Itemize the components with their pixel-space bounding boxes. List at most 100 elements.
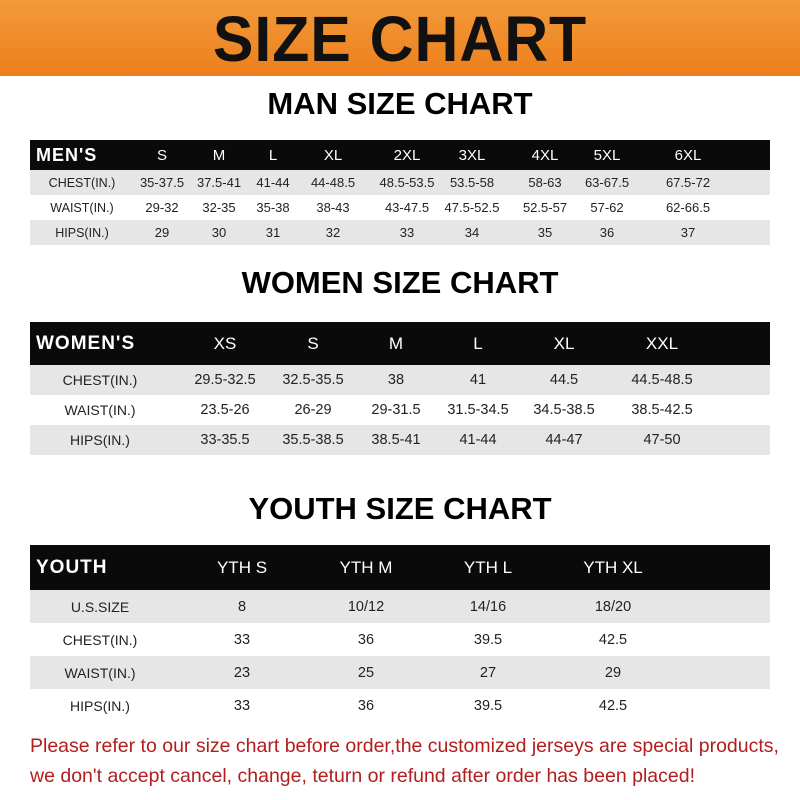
size-column-header: XXL (645, 333, 679, 353)
row-label: CHEST(IN.) (48, 175, 116, 190)
size-column-header: M (212, 146, 226, 164)
youth-section-title: YOUTH SIZE CHART (248, 491, 552, 526)
table-header-row: YOUTH YTH S YTH M YTH L YTH XL (30, 545, 770, 590)
size-column-header: S (156, 146, 168, 164)
table-row: HIPS(IN.) 33 36 39.5 42.5 (30, 689, 770, 722)
size-column-header: XS (213, 333, 237, 353)
row-label: U.S.SIZE (70, 598, 130, 615)
size-column-header: S (307, 333, 319, 353)
row-label: WAIST(IN.) (64, 402, 136, 418)
table-cell: 41-44 (256, 175, 290, 190)
table-cell: 67.5-72 (665, 175, 711, 190)
table-cell: 63-67.5 (584, 175, 630, 190)
size-column-header: 3XL (458, 146, 486, 164)
table-header-label: WOMEN'S (36, 332, 136, 354)
row-label: WAIST(IN.) (64, 664, 136, 681)
table-cell: 27 (479, 664, 497, 681)
row-label: WAIST(IN.) (50, 200, 114, 215)
table-cell: 29-31.5 (371, 402, 421, 418)
table-header-row: MEN'S S M L XL 2XL 3XL 4XL 5XL 6XL (30, 140, 770, 170)
table-cell: 23 (233, 664, 251, 681)
table-cell: 31 (265, 225, 281, 240)
size-column-header: 2XL (393, 146, 421, 164)
table-cell: 31.5-34.5 (447, 402, 509, 418)
size-column-header: L (268, 146, 278, 164)
table-header-row: WOMEN'S XS S M L XL XXL (30, 322, 770, 365)
table-cell: 33 (399, 225, 415, 240)
size-column-header: YTH M (339, 557, 393, 577)
size-column-header: 6XL (674, 146, 702, 164)
table-cell: 18/20 (594, 598, 632, 615)
table-cell: 57-62 (590, 200, 624, 215)
row-label: CHEST(IN.) (62, 631, 138, 648)
table-cell: 36 (599, 225, 615, 240)
table-row: HIPS(IN.) 33-35.5 35.5-38.5 38.5-41 41-44 44-… (30, 425, 770, 455)
table-cell: 41-44 (459, 432, 497, 448)
table-row: CHEST(IN.) 35-37.5 37.5-41 41-44 44-48.5 48.5… (30, 170, 770, 195)
table-row: WAIST(IN.) 29-32 32-35 35-38 38-43 43-47.5 47.… (30, 195, 770, 220)
table-cell: 29.5-32.5 (194, 372, 256, 388)
table-cell: 58-63 (528, 175, 562, 190)
table-cell: 10/12 (347, 598, 385, 615)
table-cell: 38.5-41 (371, 432, 421, 448)
table-cell: 37.5-41 (196, 175, 242, 190)
table-header-label: MEN'S (36, 144, 98, 165)
table-cell: 44.5-48.5 (631, 372, 693, 388)
table-cell: 38.5-42.5 (631, 402, 693, 418)
row-label: HIPS(IN.) (70, 432, 130, 448)
men-section-title: MAN SIZE CHART (267, 86, 533, 121)
table-cell: 33 (233, 631, 251, 648)
table-cell: 8 (237, 598, 247, 615)
table-cell: 35.5-38.5 (282, 432, 344, 448)
size-column-header: XL (553, 333, 575, 353)
table-cell: 53.5-58 (449, 175, 495, 190)
table-cell: 44-48.5 (310, 175, 356, 190)
table-cell: 48.5-53.5 (379, 175, 435, 190)
table-cell: 41 (469, 372, 487, 388)
table-cell: 42.5 (598, 697, 628, 714)
size-column-header: YTH S (216, 557, 268, 577)
size-column-header: YTH L (463, 557, 513, 577)
footer-notice-line-1: Please refer to our size chart before or… (30, 735, 779, 757)
table-row: WAIST(IN.) 23.5-26 26-29 29-31.5 31.5-34.5 34… (30, 395, 770, 425)
table-cell: 33-35.5 (200, 432, 250, 448)
table-cell: 34 (464, 225, 480, 240)
table-cell: 29 (604, 664, 622, 681)
table-cell: 35-37.5 (139, 175, 185, 190)
table-cell: 43-47.5 (384, 200, 430, 215)
table-row: HIPS(IN.) 29 30 31 32 33 34 35 36 37 (30, 220, 770, 245)
table-cell: 47.5-52.5 (444, 200, 500, 215)
table-cell: 37 (680, 225, 696, 240)
women-section-title: WOMEN SIZE CHART (241, 265, 559, 300)
row-label: HIPS(IN.) (70, 697, 130, 714)
table-cell: 36 (357, 697, 375, 714)
banner-title: SIZE CHART (212, 3, 588, 75)
table-cell: 32 (325, 225, 341, 240)
table-cell: 38-43 (316, 200, 350, 215)
table-cell: 29 (154, 225, 170, 240)
table-cell: 44-47 (545, 432, 583, 448)
table-cell: 23.5-26 (200, 402, 250, 418)
table-cell: 32-35 (202, 200, 236, 215)
table-row: CHEST(IN.) 33 36 39.5 42.5 (30, 623, 770, 656)
row-label: CHEST(IN.) (62, 372, 138, 388)
table-row: CHEST(IN.) 29.5-32.5 32.5-35.5 38 41 44.5 44.5… (30, 365, 770, 395)
table-cell: 14/16 (469, 598, 507, 615)
table-cell: 30 (211, 225, 227, 240)
table-cell: 44.5 (549, 372, 579, 388)
table-cell: 52.5-57 (522, 200, 568, 215)
table-cell: 35 (537, 225, 553, 240)
table-cell: 39.5 (473, 631, 503, 648)
size-column-header: 4XL (531, 146, 559, 164)
size-column-header: 5XL (593, 146, 621, 164)
table-header-label: YOUTH (36, 556, 108, 578)
size-column-header: YTH XL (583, 557, 643, 577)
table-cell: 33 (233, 697, 251, 714)
table-cell: 42.5 (598, 631, 628, 648)
table-cell: 26-29 (294, 402, 332, 418)
table-cell: 38 (387, 372, 405, 388)
table-row: U.S.SIZE 8 10/12 14/16 18/20 (30, 590, 770, 623)
banner: SIZE CHART (0, 0, 800, 76)
table-cell: 35-38 (256, 200, 290, 215)
table-cell: 32.5-35.5 (282, 372, 344, 388)
